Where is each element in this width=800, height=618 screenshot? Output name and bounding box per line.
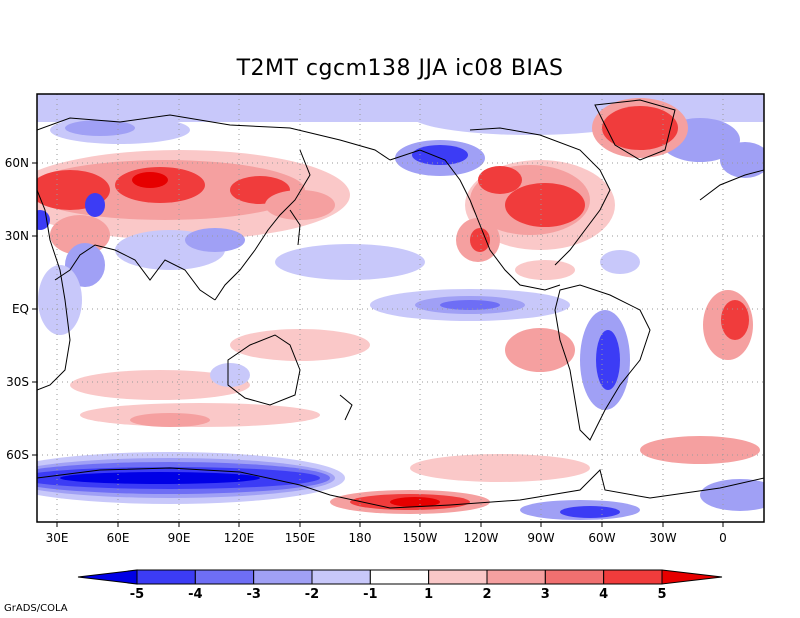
caspian-cold [85, 193, 105, 217]
lon-tick-label: 180 [349, 531, 372, 545]
lon-tick-label: 120W [464, 531, 499, 545]
lat-tick-label: 60S [6, 448, 29, 462]
europe-cold [720, 142, 764, 178]
lon-tick-label: 60E [107, 531, 130, 545]
south-america-coast [554, 284, 651, 441]
south-atlantic-warm-core [721, 300, 749, 340]
lat-tick-label: 30N [5, 229, 29, 243]
africa-coast [37, 189, 71, 391]
colorbar-max-arrow [661, 569, 723, 585]
north-america-east-coast [469, 127, 611, 266]
indian-ocean-warm [70, 370, 250, 400]
credit-label: GrADS/COLA [4, 603, 68, 614]
south-atlantic-storm-warm [640, 436, 760, 464]
us-east-warm [505, 183, 585, 227]
antarctic-cold-core [60, 472, 260, 484]
lat-tick-label: EQ [12, 302, 29, 316]
south-asia-coast [54, 244, 216, 301]
colorbar-label: 5 [657, 587, 666, 602]
weddell-cold-core [560, 506, 620, 518]
eurasia-north-coast [37, 114, 391, 161]
lon-tick-label: 120E [224, 531, 255, 545]
longitude-axis: 30E 60E 90E 120E 150E 180 150W 120W 90W 60W 30W 0 [46, 522, 727, 545]
colorbar-segment [253, 569, 313, 585]
lon-tick-label: 90W [527, 531, 554, 545]
colorbar-min-arrow [77, 569, 138, 585]
colorbar-label: -2 [305, 587, 319, 602]
map-title: T2MT cgcm138 JJA ic08 BIAS [236, 56, 564, 81]
colorbar-segment [544, 569, 605, 585]
greenland-coast [594, 99, 676, 161]
colorbar-segment [603, 569, 663, 585]
lat-tick-label: 60N [5, 156, 29, 170]
asia-east-coast [214, 149, 311, 301]
bias-field [37, 94, 764, 522]
colorbar-segment [428, 569, 488, 585]
central-asia-warm-core [132, 172, 168, 188]
caribbean-cold [600, 250, 640, 274]
lon-tick-label: 60W [588, 531, 615, 545]
map-grid [37, 94, 764, 522]
colorbar-segment [194, 569, 255, 585]
colorbar-segment [486, 569, 546, 585]
colorbar-label: -3 [246, 587, 260, 602]
coastlines [37, 99, 764, 509]
greenland-warm-core [602, 106, 678, 150]
north-america-west-coast [389, 149, 561, 291]
latitude-axis: 60N 30N EQ 30S 60S [5, 156, 37, 462]
antarctic-warm-core [390, 497, 440, 507]
lat-tick-label: 30S [6, 375, 29, 389]
colorbar-label: -1 [363, 587, 377, 602]
colorbar-label: 4 [599, 587, 608, 602]
lon-tick-label: 0 [719, 531, 727, 545]
east-pacific-warm [505, 328, 575, 372]
africa-east-cold [38, 265, 82, 335]
equatorial-pacific-cold-core [440, 300, 500, 310]
japan-coast [289, 209, 301, 246]
colorbar-label: -4 [188, 587, 202, 602]
colorbar-label: 3 [541, 587, 550, 602]
antarctica-coast [37, 467, 764, 509]
north-pacific-cold [275, 244, 425, 280]
california-warm-core [470, 228, 490, 252]
ross-sea-warm [410, 454, 590, 482]
black-sea-cold [37, 210, 50, 230]
colorbar-segment [369, 569, 430, 585]
lon-tick-label: 30E [46, 531, 69, 545]
colorbar: -5 -4 -3 -2 -1 1 2 3 4 5 [77, 569, 723, 602]
colorbar-segment [311, 569, 371, 585]
colorbar-label: 2 [482, 587, 491, 602]
south-america-cold-core [596, 330, 620, 390]
antarctic-east-cold [700, 479, 764, 511]
lon-tick-label: 90E [168, 531, 191, 545]
europe-coast [699, 169, 764, 201]
colorbar-label: 1 [424, 587, 433, 602]
australia-coast [227, 334, 301, 406]
lon-tick-label: 150W [403, 531, 438, 545]
mexico-warm [515, 260, 575, 280]
southern-ocean-warm-mid [130, 413, 210, 427]
alaska-cold-core [412, 145, 468, 165]
map-frame [36, 93, 765, 523]
canada-warm [478, 166, 522, 194]
canada-arctic-cold [410, 95, 650, 135]
siberia-cold-core [65, 120, 135, 136]
lon-tick-label: 30W [649, 531, 676, 545]
new-zealand-coast [339, 394, 353, 421]
tibet-cold [185, 228, 245, 252]
australia-cold [210, 363, 250, 387]
lon-tick-label: 150E [285, 531, 316, 545]
colorbar-label: -5 [130, 587, 144, 602]
colorbar-segment [136, 569, 196, 585]
